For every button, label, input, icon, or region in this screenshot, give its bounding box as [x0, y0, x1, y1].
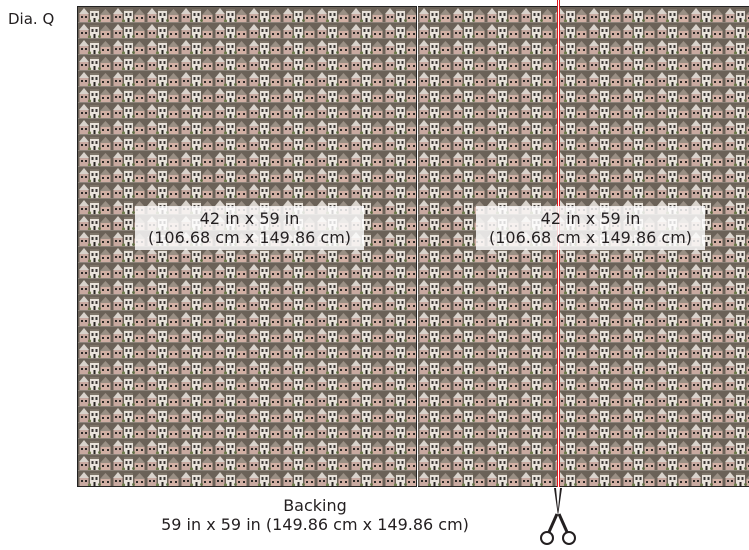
backing-title: Backing — [283, 496, 347, 515]
right-panel-dimensions: 42 in x 59 in (106.68 cm x 149.86 cm) — [476, 206, 705, 250]
scissors-icon — [540, 488, 576, 545]
backing-size: 59 in x 59 in (149.86 cm x 149.86 cm) — [161, 515, 469, 534]
diagram-label: Dia. Q — [8, 10, 55, 28]
backing-caption: Backing 59 in x 59 in (149.86 cm x 149.8… — [100, 496, 530, 534]
right-panel-size-in: 42 in x 59 in — [540, 209, 641, 228]
left-panel-size-in: 42 in x 59 in — [199, 209, 300, 228]
left-panel-dimensions: 42 in x 59 in (106.68 cm x 149.86 cm) — [135, 206, 364, 250]
right-panel-size-cm: (106.68 cm x 149.86 cm) — [488, 228, 693, 247]
left-panel-size-cm: (106.68 cm x 149.86 cm) — [147, 228, 352, 247]
